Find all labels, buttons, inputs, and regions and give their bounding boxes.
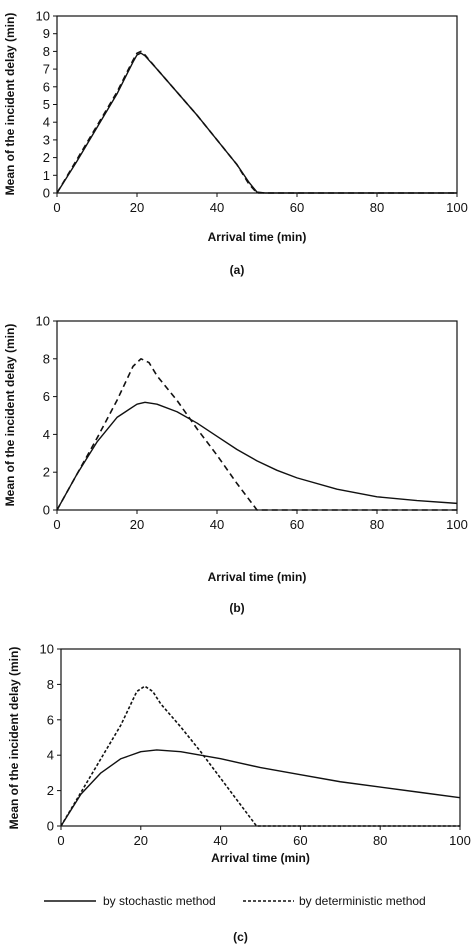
y-tick-label: 2	[43, 465, 50, 480]
x-tick-label: 20	[134, 833, 148, 848]
y-tick-label: 10	[40, 642, 54, 657]
x-tick-label: 0	[57, 833, 64, 848]
x-tick-label: 60	[293, 833, 307, 848]
y-tick-label: 8	[47, 677, 54, 692]
y-tick-label: 6	[43, 389, 50, 404]
y-axis-title: Mean of the incident delay (min)	[3, 13, 17, 196]
x-tick-label: 20	[130, 200, 144, 215]
x-tick-label: 40	[210, 517, 224, 532]
y-axis-title: Mean of the incident delay (min)	[7, 647, 21, 830]
x-tick-label: 80	[370, 517, 384, 532]
x-tick-label: 40	[213, 833, 227, 848]
plot-frame-2	[56, 320, 458, 511]
deterministic-series-line	[60, 685, 460, 827]
stochastic-series-line	[56, 401, 458, 511]
x-tick-label: 60	[290, 517, 304, 532]
x-tick-label: 20	[130, 517, 144, 532]
y-tick-label: 10	[36, 314, 50, 329]
x-tick-label: 100	[446, 517, 468, 532]
deterministic-series-line	[56, 50, 457, 194]
y-tick-label: 8	[43, 351, 50, 366]
x-tick-label: 80	[373, 833, 387, 848]
y-tick-label: 3	[43, 132, 50, 147]
y-tick-label: 4	[47, 748, 54, 763]
y-tick-label: 6	[47, 712, 54, 727]
legend-label-deterministic: by deterministic method	[299, 894, 426, 908]
y-tick-label: 5	[43, 97, 50, 112]
y-tick-label: 4	[43, 427, 50, 442]
panel-label: (b)	[229, 601, 244, 615]
y-tick-label: 6	[43, 79, 50, 94]
y-tick-label: 9	[43, 26, 50, 41]
panel-label: (c)	[233, 930, 248, 944]
x-tick-label: 80	[370, 200, 384, 215]
x-axis-title: Arrival time (min)	[208, 230, 307, 244]
panel-label: (a)	[230, 263, 245, 277]
x-tick-label: 0	[53, 517, 60, 532]
y-tick-label: 7	[43, 62, 50, 77]
x-tick-label: 100	[446, 200, 468, 215]
x-axis-title: Arrival time (min)	[211, 851, 310, 865]
y-axis-title: Mean of the incident delay (min)	[3, 324, 17, 507]
legend-label-stochastic: by stochastic method	[103, 894, 216, 908]
y-tick-label: 0	[47, 819, 54, 834]
y-tick-label: 1	[43, 168, 50, 183]
y-tick-label: 2	[43, 150, 50, 165]
x-tick-label: 40	[210, 200, 224, 215]
x-tick-label: 100	[449, 833, 471, 848]
x-tick-label: 0	[53, 200, 60, 215]
y-tick-label: 0	[43, 186, 50, 201]
y-tick-label: 10	[36, 9, 50, 24]
y-tick-label: 0	[43, 503, 50, 518]
y-tick-label: 4	[43, 115, 50, 130]
x-tick-label: 60	[290, 200, 304, 215]
y-tick-label: 2	[47, 783, 54, 798]
stochastic-series-line	[60, 749, 461, 827]
plot-frame-3	[60, 648, 461, 827]
plot-frame-1	[56, 15, 458, 194]
deterministic-series-line	[56, 358, 457, 511]
x-axis-title: Arrival time (min)	[208, 570, 307, 584]
stochastic-series-line	[56, 52, 457, 194]
y-tick-label: 8	[43, 44, 50, 59]
